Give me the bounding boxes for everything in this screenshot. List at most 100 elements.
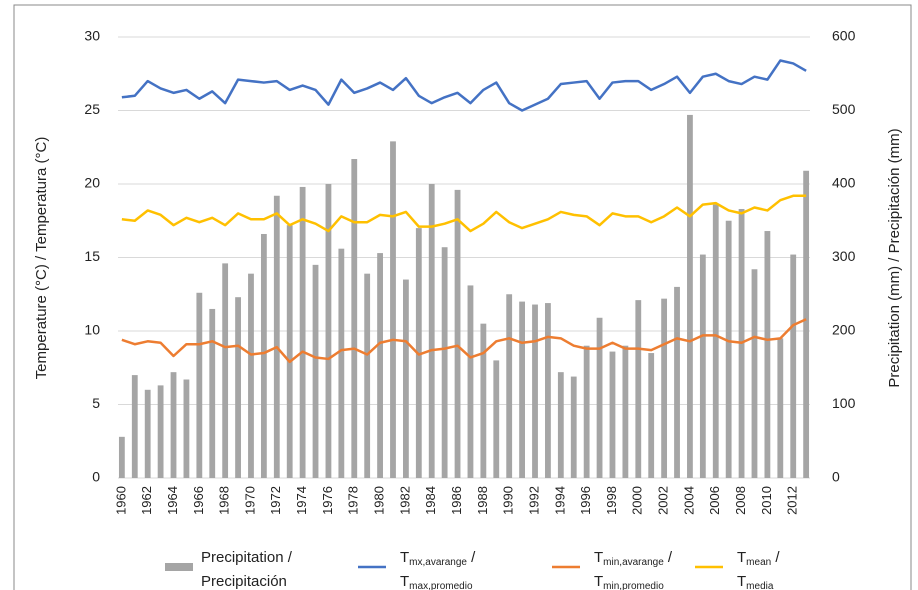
- bar: [248, 273, 254, 478]
- bar: [764, 231, 771, 478]
- bar: [402, 279, 409, 478]
- bar: [609, 351, 616, 478]
- bar: [570, 376, 577, 478]
- legend-label: Precipitation / Precipitación: [201, 549, 293, 590]
- x-tick-label: 2010: [759, 486, 774, 515]
- legend-label: Tmean / Tmedia: [737, 549, 780, 590]
- bar: [170, 372, 177, 478]
- x-tick-label: 1974: [294, 486, 309, 515]
- bar: [118, 436, 125, 478]
- bar: [441, 247, 448, 478]
- bar: [196, 292, 203, 478]
- x-tick-label: 1980: [372, 486, 387, 515]
- x-tick-label: 1986: [449, 486, 464, 515]
- bar: [751, 269, 758, 478]
- bar: [480, 323, 487, 478]
- bar: [312, 264, 319, 478]
- x-tick-label: 1964: [165, 486, 180, 515]
- x-tick-label: 1984: [423, 486, 438, 515]
- bar: [790, 254, 797, 478]
- bar: [325, 184, 332, 478]
- bar: [725, 220, 732, 478]
- y2-tick-label: 600: [832, 28, 856, 44]
- x-tick-label: 2000: [630, 486, 645, 515]
- y2-tick-label: 300: [832, 248, 856, 264]
- x-tick-label: 1960: [113, 486, 128, 515]
- x-tick-label: 1966: [191, 486, 206, 515]
- y2-tick-label: 0: [832, 469, 840, 485]
- bar: [583, 345, 590, 478]
- x-tick-label: 1976: [320, 486, 335, 515]
- y-axis-title: Temperature (°C) / Temperatura (°C): [33, 137, 50, 380]
- x-tick-label: 2002: [656, 486, 671, 515]
- x-tick-label: 1996: [578, 486, 593, 515]
- x-tick-label: 1992: [526, 486, 541, 515]
- line: [121, 318, 807, 364]
- bar: [674, 286, 680, 478]
- y-tick-label: 20: [84, 175, 100, 191]
- legend-swatch: [165, 563, 193, 571]
- line: [121, 194, 807, 233]
- bar: [260, 233, 267, 478]
- x-tick-label: 1990: [501, 486, 516, 515]
- y-tick-label: 30: [84, 28, 100, 44]
- bar: [338, 248, 345, 478]
- bar: [131, 375, 138, 478]
- bar: [803, 170, 810, 478]
- x-tick-label: 2008: [733, 486, 748, 515]
- y2-tick-label: 200: [832, 322, 856, 338]
- bar: [377, 253, 383, 478]
- bar: [519, 301, 526, 478]
- bar: [428, 184, 435, 478]
- x-tick-label: 1962: [139, 486, 154, 515]
- bar: [222, 263, 229, 478]
- y-tick-label: 5: [92, 395, 100, 411]
- y-tick-label: 0: [92, 469, 100, 485]
- bar: [144, 389, 151, 478]
- y2-axis-title: Precipitation (mm) / Precipitación (mm): [886, 128, 903, 387]
- x-tick-label: 1982: [397, 486, 412, 515]
- bar: [532, 304, 538, 478]
- x-tick-label: 1978: [346, 486, 361, 515]
- bar: [635, 300, 642, 478]
- bar: [351, 159, 358, 478]
- bar: [390, 141, 396, 478]
- y2-tick-label: 400: [832, 175, 856, 191]
- x-tick-label: 2004: [681, 486, 696, 515]
- bar: [777, 338, 784, 478]
- bar: [157, 385, 164, 478]
- bar: [622, 345, 629, 478]
- x-tick-label: 2006: [707, 486, 722, 515]
- x-tick-label: 2012: [785, 486, 800, 515]
- x-tick-label: 1988: [475, 486, 490, 515]
- bar: [454, 189, 461, 478]
- y-tick-label: 15: [84, 248, 100, 264]
- bar: [467, 285, 474, 478]
- legend-label: Tmin,avarange / Tmin,promedio: [594, 549, 673, 590]
- bar: [493, 360, 500, 478]
- line: [121, 59, 807, 112]
- x-tick-label: 1968: [217, 486, 232, 515]
- legend-label: Tmx,avarange / Tmax,promedio: [400, 549, 476, 590]
- y2-tick-label: 100: [832, 395, 856, 411]
- bar: [712, 204, 719, 478]
- frame: [13, 4, 912, 590]
- x-tick-label: 1994: [552, 486, 567, 515]
- bar: [299, 186, 306, 478]
- x-tick-label: 1998: [604, 486, 619, 515]
- bar: [699, 254, 706, 478]
- x-tick-label: 1972: [268, 486, 283, 515]
- bar: [545, 303, 551, 478]
- bar: [286, 225, 293, 478]
- bar: [661, 298, 668, 478]
- bar: [273, 195, 280, 478]
- bar: [364, 273, 371, 478]
- bar: [235, 297, 241, 478]
- bar: [183, 379, 190, 478]
- y2-tick-label: 500: [832, 101, 856, 117]
- bar: [687, 114, 693, 478]
- y-tick-label: 10: [84, 322, 100, 338]
- bar: [557, 372, 564, 478]
- bar: [596, 317, 603, 478]
